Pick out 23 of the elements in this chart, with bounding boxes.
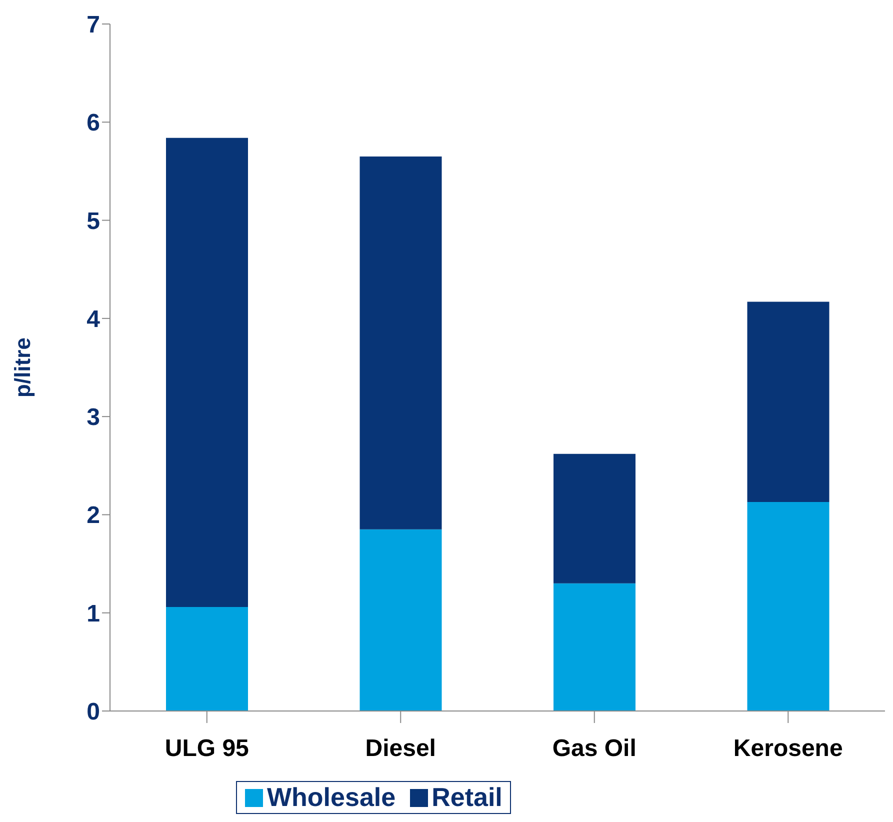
x-tick-label: ULG 95 [164,735,249,762]
y-axis-title: p/litre [10,338,35,398]
bar [166,138,248,607]
bar [360,529,442,711]
bar [166,606,248,711]
x-tick-label: Kerosene [733,735,843,762]
y-tick-label: 6 [86,110,100,137]
y-tick-label: 5 [86,208,100,235]
bar [747,502,830,711]
bar [747,302,830,502]
x-tick-label: Gas Oil [552,735,636,762]
bar [554,454,636,584]
y-tick-label: 1 [86,600,100,628]
y-tick-label: 3 [86,404,100,432]
legend-label: Wholesale [266,782,396,813]
y-tick-label: 0 [86,698,100,726]
y-tick-label: 2 [86,502,100,530]
y-tick-label: 7 [86,12,100,39]
bar [554,583,636,711]
bar [360,156,442,530]
x-tick-label: Diesel [365,735,436,762]
legend-label: Retail [430,782,502,813]
y-tick-label: 4 [86,306,101,333]
